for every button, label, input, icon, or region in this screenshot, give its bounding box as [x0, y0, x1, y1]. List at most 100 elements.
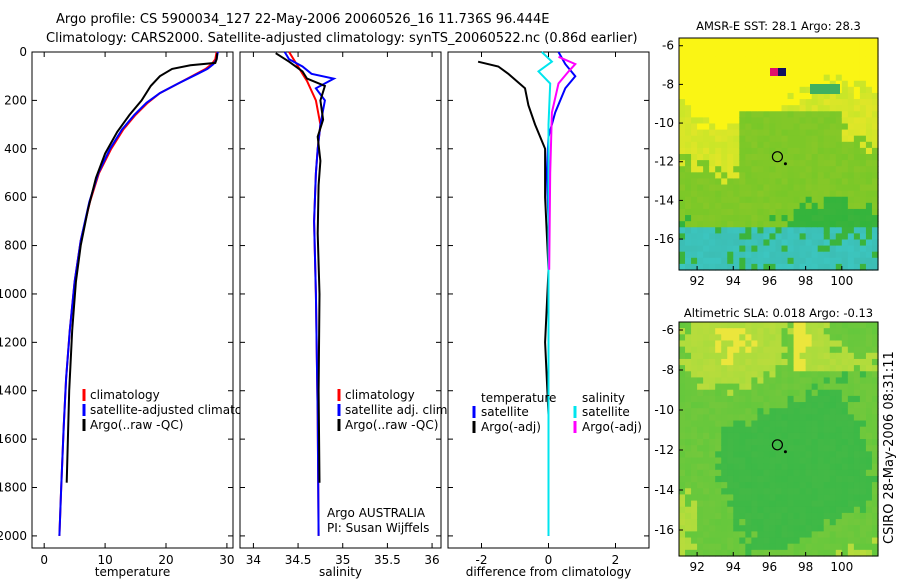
sla-map-cell — [763, 383, 771, 391]
sst-map-cell — [811, 196, 819, 204]
sst-map-cell — [679, 105, 686, 112]
sst-map-cell — [751, 166, 758, 173]
sst-map-cell — [721, 190, 728, 198]
sla-map-cell — [781, 352, 789, 360]
sst-map-cell — [727, 190, 734, 198]
sst-map-cell — [745, 178, 752, 186]
sla-map-cell — [841, 334, 849, 342]
sla-map-cell — [697, 334, 704, 342]
sst-map-cell — [751, 62, 758, 70]
sla-map-cell — [841, 531, 849, 539]
sst-map-cell — [865, 105, 873, 112]
sst-map-cell — [763, 160, 771, 167]
sla-map-cell — [811, 408, 819, 415]
sst-map-cell — [823, 38, 831, 45]
sla-map-cell — [799, 414, 807, 422]
sst-map-cell — [865, 80, 873, 88]
sla-map-cell — [835, 463, 843, 471]
sla-argo-track — [783, 450, 787, 454]
sst-map-cell — [841, 202, 849, 210]
sst-map-cell — [733, 38, 740, 45]
sla-map-cell — [775, 512, 783, 520]
sst-map-cell — [769, 178, 777, 186]
difference-series-1 — [477, 60, 550, 483]
sla-map-cell — [751, 457, 758, 465]
sst-map-cell — [727, 154, 734, 161]
sst-map-cell — [733, 263, 740, 271]
sst-map-cell — [703, 56, 710, 64]
sst-map-cell — [787, 86, 795, 94]
temperature-ytick-label: 1000 — [0, 287, 27, 301]
sla-map-cell — [841, 543, 849, 551]
sst-map-cell — [817, 196, 825, 204]
sst-map-cell — [775, 190, 783, 198]
sst-map-cell — [823, 117, 831, 125]
sst-map-cell — [793, 233, 801, 241]
sla-map-cell — [679, 537, 686, 545]
sst-map-cell — [781, 178, 789, 186]
sla-map-cell — [865, 365, 873, 372]
sla-map-cell — [721, 549, 728, 557]
sst-map-cell — [823, 239, 831, 247]
sla-map-cell — [727, 426, 734, 434]
sst-map-cell — [697, 190, 704, 198]
sst-map-cell — [793, 80, 801, 88]
sst-map-cell — [697, 221, 704, 228]
sla-map-cell — [709, 531, 716, 539]
sst-map-cell — [823, 251, 831, 259]
sst-map-cell — [865, 166, 873, 173]
sst-map-cell — [709, 196, 716, 204]
sla-map-cell — [871, 439, 879, 446]
sla-map-cell — [865, 482, 873, 489]
sst-map-cell — [769, 227, 777, 234]
sst-map-cell — [775, 111, 783, 118]
sst-map-cell — [805, 196, 813, 204]
sla-map-cell — [751, 346, 758, 354]
sla-map-cell — [829, 383, 837, 391]
sst-map-cell — [799, 86, 807, 94]
sla-map-cell — [853, 488, 861, 496]
sst-map-cell — [781, 105, 789, 112]
sla-map-cell — [763, 395, 771, 403]
sla-map-cell — [691, 531, 698, 539]
sst-map-cell — [787, 245, 795, 253]
sst-map-cell — [733, 68, 740, 76]
sst-map-cell — [799, 105, 807, 112]
sst-map-cell — [697, 154, 704, 161]
sst-map-cell — [829, 263, 837, 271]
sla-map-cell — [745, 346, 752, 354]
sla-map-cell — [751, 519, 758, 526]
sst-map-cell — [697, 147, 704, 155]
sst-map-cell — [685, 178, 692, 186]
sst-map-cell — [679, 123, 686, 131]
sla-map-cell — [853, 371, 861, 379]
sst-map-cell — [823, 129, 831, 137]
sst-map-cell — [835, 202, 843, 210]
sla-map-cell — [763, 402, 771, 409]
sst-map-cell — [703, 245, 710, 253]
sla-map-cell — [757, 340, 765, 348]
sst-map-cell — [739, 141, 746, 149]
sla-map-cell — [781, 402, 789, 409]
sla-map-cell — [727, 457, 734, 465]
sla-map-cell — [835, 365, 843, 372]
sst-map-cell — [799, 129, 807, 137]
sla-map-frame — [678, 321, 879, 557]
sst-map-cell — [793, 50, 801, 57]
sla-map-cell — [697, 463, 704, 471]
sst-map-cell — [691, 263, 698, 271]
sla-map-cell — [727, 420, 734, 428]
sla-map-cell — [841, 500, 849, 508]
sst-map-cell — [685, 38, 692, 45]
sla-map-cell — [757, 525, 765, 532]
sst-map-cell — [841, 215, 849, 222]
sst-map-cell — [685, 74, 692, 82]
sla-map-cell — [691, 414, 698, 422]
sla-map-cell — [775, 408, 783, 415]
sla-map-cell — [865, 537, 873, 545]
sla-map-cell — [751, 439, 758, 446]
sla-map-cell — [871, 451, 879, 459]
sla-map-cell — [805, 358, 813, 366]
sla-map-cell — [685, 549, 692, 557]
sla-map-cell — [775, 439, 783, 446]
